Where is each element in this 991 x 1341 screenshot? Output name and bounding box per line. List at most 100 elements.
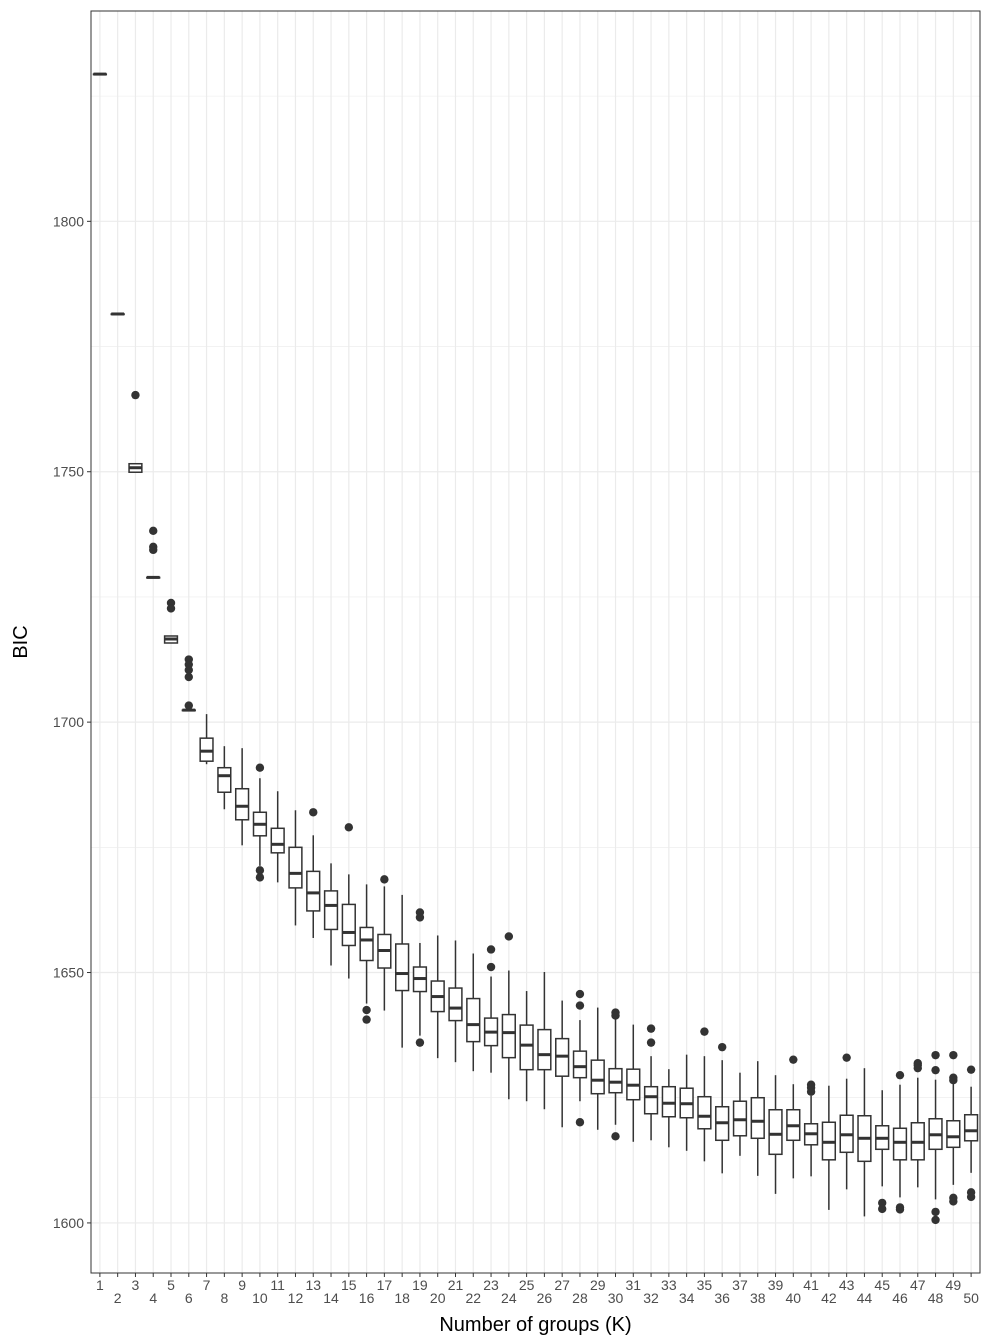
box-iqr <box>501 1013 516 1059</box>
box-iqr <box>643 1085 659 1115</box>
x-tick-label: 49 <box>946 1277 962 1293</box>
outlier-point <box>362 1015 371 1024</box>
box-k26 <box>537 972 552 1110</box>
x-tick-label: 38 <box>750 1290 766 1306</box>
outlier-point <box>949 1050 958 1060</box>
box-k6 <box>181 655 196 712</box>
box-k8 <box>217 746 232 810</box>
outlier-point <box>362 1005 371 1015</box>
outlier-point <box>486 962 496 972</box>
outlier-point <box>309 808 318 817</box>
x-axis: 1234567891011121314151617181920212223242… <box>96 1273 979 1306</box>
outlier-point <box>931 1207 940 1217</box>
outlier-point <box>913 1063 922 1073</box>
box-iqr <box>946 1120 961 1149</box>
box-k18 <box>394 894 410 1048</box>
box-iqr <box>537 1028 552 1071</box>
outlier-point <box>878 1198 887 1208</box>
x-tick-label: 7 <box>203 1277 211 1293</box>
x-tick-label: 12 <box>288 1290 304 1306</box>
box-iqr <box>466 997 481 1043</box>
box-k7 <box>199 714 214 765</box>
outlier-point <box>931 1050 940 1060</box>
outlier-point <box>504 932 514 941</box>
box-iqr <box>750 1096 765 1140</box>
x-tick-label: 8 <box>220 1290 228 1306</box>
box-k23 <box>483 945 499 1073</box>
x-tick-label: 17 <box>377 1277 393 1293</box>
outlier-point <box>966 1065 976 1074</box>
outlier-point <box>415 1038 425 1047</box>
outlier-point <box>486 945 496 954</box>
box-iqr <box>270 827 285 854</box>
box-k15 <box>341 823 356 979</box>
x-tick-label: 22 <box>465 1290 481 1306</box>
box-k33 <box>661 1069 677 1148</box>
outlier-point <box>949 1197 958 1206</box>
outlier-point <box>149 545 158 555</box>
outlier-point <box>184 701 193 710</box>
x-tick-label: 19 <box>412 1277 428 1293</box>
outlier-point <box>700 1027 709 1036</box>
box-k39 <box>768 1075 783 1194</box>
x-tick-label: 46 <box>892 1290 908 1306</box>
outlier-point <box>131 390 140 400</box>
x-tick-label: 30 <box>608 1290 624 1306</box>
box-iqr <box>768 1108 783 1156</box>
outlier-point <box>931 1215 940 1225</box>
box-iqr <box>590 1059 605 1095</box>
minor-gridlines <box>91 95 980 1099</box>
x-tick-label: 18 <box>394 1290 410 1306</box>
y-tick-label: 1750 <box>53 464 84 480</box>
outlier-point <box>344 823 354 832</box>
box-k14 <box>323 863 339 966</box>
box-k41 <box>803 1080 819 1177</box>
outlier-point <box>415 913 425 922</box>
outlier-point <box>575 1118 585 1127</box>
box-k31 <box>626 1024 641 1142</box>
x-tick-label: 40 <box>786 1290 802 1306</box>
x-tick-label: 6 <box>185 1290 193 1306</box>
outlier-point <box>166 604 176 613</box>
x-tick-label: 21 <box>448 1277 464 1293</box>
y-axis: 1600 1650 1700 1750 1800 <box>53 213 91 1231</box>
box-k24 <box>501 932 516 1100</box>
x-tick-label: 2 <box>114 1290 122 1306</box>
box-k1 <box>92 72 108 76</box>
x-tick-label: 13 <box>305 1277 321 1293</box>
outlier-point <box>931 1065 940 1075</box>
x-tick-label: 26 <box>537 1290 553 1306</box>
box-k45 <box>875 1090 890 1214</box>
x-tick-label: 23 <box>483 1277 499 1293</box>
box-iqr <box>572 1050 588 1079</box>
box-k34 <box>679 1054 694 1151</box>
box-k38 <box>750 1061 765 1176</box>
outlier-point <box>575 989 585 999</box>
x-tick-label: 27 <box>554 1277 570 1293</box>
box-k35 <box>697 1027 712 1162</box>
box-k19 <box>412 908 428 1047</box>
outlier-point <box>380 875 389 884</box>
x-tick-label: 33 <box>661 1277 677 1293</box>
box-k46 <box>892 1070 908 1214</box>
outlier-point <box>255 873 265 882</box>
box-k48 <box>928 1050 943 1225</box>
x-tick-label: 4 <box>149 1290 157 1306</box>
y-tick-label: 1800 <box>53 213 84 229</box>
box-k9 <box>234 748 250 846</box>
box-k2 <box>110 312 125 316</box>
y-tick-label: 1700 <box>53 714 84 730</box>
x-tick-label: 36 <box>714 1290 730 1306</box>
box-iqr <box>306 870 321 912</box>
box-k37 <box>732 1072 748 1156</box>
box-k11 <box>270 791 285 883</box>
box-iqr <box>892 1127 908 1161</box>
box-k4 <box>146 526 161 579</box>
x-tick-label: 15 <box>341 1277 357 1293</box>
box-k28 <box>572 989 588 1127</box>
outlier-point <box>184 665 193 675</box>
outlier-point <box>878 1204 887 1214</box>
box-k22 <box>466 953 481 1072</box>
box-k10 <box>252 763 268 882</box>
box-k43 <box>839 1053 854 1190</box>
